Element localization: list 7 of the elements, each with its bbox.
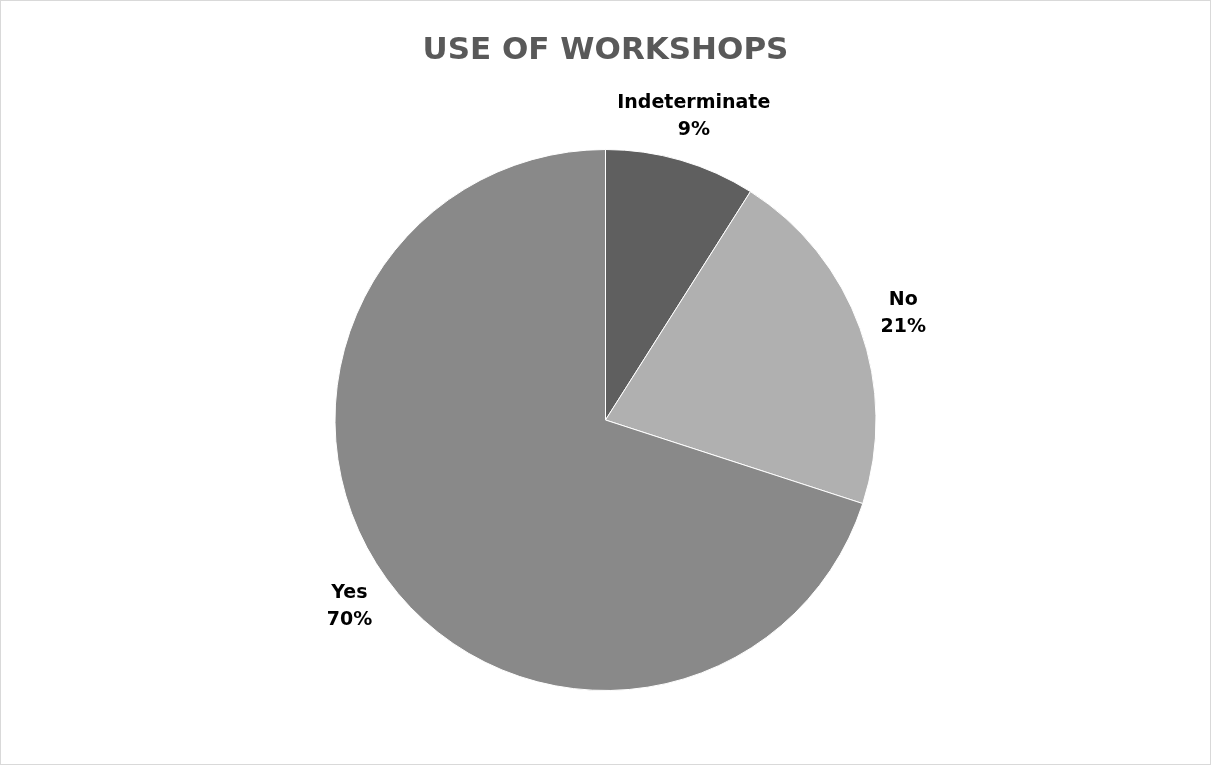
slice-label: No bbox=[888, 286, 918, 309]
data-label: 21% bbox=[880, 313, 927, 336]
chart-title: USE OF WORKSHOPS bbox=[422, 30, 789, 67]
slice-label: Yes bbox=[330, 579, 368, 602]
slice-label: Indeterminate bbox=[617, 90, 771, 113]
data-label: 9% bbox=[677, 117, 710, 140]
data-label: 70% bbox=[326, 606, 373, 629]
